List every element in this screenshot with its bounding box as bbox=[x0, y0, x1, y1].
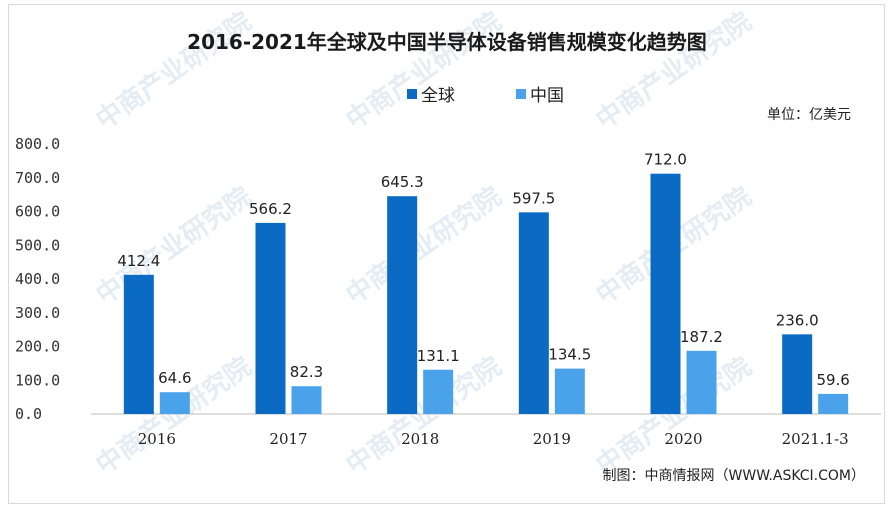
y-tick-label: 300.0 bbox=[15, 304, 60, 322]
bar-global bbox=[782, 334, 813, 414]
x-category-label: 2019 bbox=[533, 430, 571, 448]
data-label: 645.3 bbox=[381, 173, 424, 191]
legend: 全球 中国 bbox=[407, 86, 564, 106]
data-label: 131.1 bbox=[417, 347, 460, 365]
legend-swatch-global bbox=[407, 89, 417, 99]
watermark-text: 中商产业研究院 bbox=[90, 181, 257, 311]
watermark-text: 中商产业研究院 bbox=[340, 6, 507, 136]
legend-label-global: 全球 bbox=[421, 86, 455, 106]
bar-global bbox=[518, 212, 549, 414]
x-category-label: 2021.1-3 bbox=[782, 430, 849, 448]
data-label: 597.5 bbox=[512, 189, 555, 207]
y-tick-label: 600.0 bbox=[15, 203, 60, 221]
x-category-label: 2017 bbox=[269, 430, 307, 448]
bar-china bbox=[686, 350, 717, 414]
watermark-text: 中商产业研究院 bbox=[90, 6, 257, 136]
y-tick-label: 800.0 bbox=[15, 135, 60, 153]
data-label: 566.2 bbox=[249, 200, 292, 218]
y-tick-label: 700.0 bbox=[15, 169, 60, 187]
bar-china bbox=[554, 368, 585, 414]
data-label: 412.4 bbox=[117, 252, 160, 270]
x-category-label: 2018 bbox=[401, 430, 439, 448]
watermark-text: 中商产业研究院 bbox=[340, 181, 507, 311]
source-credit: 制图：中商情报网（WWW.ASKCI.COM） bbox=[603, 468, 865, 484]
bar-global bbox=[650, 173, 681, 414]
bars bbox=[123, 173, 849, 414]
data-label: 59.6 bbox=[816, 371, 849, 389]
y-tick-label: 0.0 bbox=[15, 405, 42, 423]
chart-frame: 中商产业研究院 中商产业研究院 中商产业研究院 中商产业研究院 中商产业研究院 中商产业研… bbox=[8, 4, 885, 504]
y-axis: 0.0 100.0 200.0 300.0 400.0 500.0 600.0 700.0 80… bbox=[15, 135, 60, 423]
data-label: 134.5 bbox=[548, 346, 591, 364]
y-tick-label: 100.0 bbox=[15, 371, 60, 389]
chart-title: 2016-2021年全球及中国半导体设备销售规模变化趋势图 bbox=[187, 30, 707, 54]
bar-china bbox=[291, 386, 322, 414]
watermark-text: 中商产业研究院 bbox=[590, 6, 757, 136]
data-label: 712.0 bbox=[644, 151, 687, 169]
bar-global bbox=[123, 274, 154, 414]
x-axis-categories: 2016 2017 2018 2019 2020 2021.1-3 bbox=[138, 430, 849, 448]
y-tick-label: 200.0 bbox=[15, 338, 60, 356]
bar-china bbox=[818, 393, 849, 414]
data-label: 82.3 bbox=[290, 363, 323, 381]
y-tick-label: 400.0 bbox=[15, 270, 60, 288]
bar-china bbox=[159, 392, 190, 414]
x-category-label: 2016 bbox=[138, 430, 176, 448]
bar-china bbox=[423, 369, 454, 414]
data-label: 64.6 bbox=[158, 369, 191, 387]
legend-label-china: 中国 bbox=[530, 86, 564, 106]
data-label: 236.0 bbox=[776, 311, 819, 329]
data-label: 187.2 bbox=[680, 328, 723, 346]
y-tick-label: 500.0 bbox=[15, 236, 60, 254]
data-labels: 412.4 64.6 566.2 82.3 645.3 131.1 597.5 134.5 71… bbox=[117, 151, 850, 389]
legend-swatch-china bbox=[516, 89, 526, 99]
bar-global bbox=[387, 196, 418, 414]
x-category-label: 2020 bbox=[664, 430, 702, 448]
bar-global bbox=[255, 222, 286, 414]
unit-label: 单位：亿美元 bbox=[767, 107, 851, 123]
